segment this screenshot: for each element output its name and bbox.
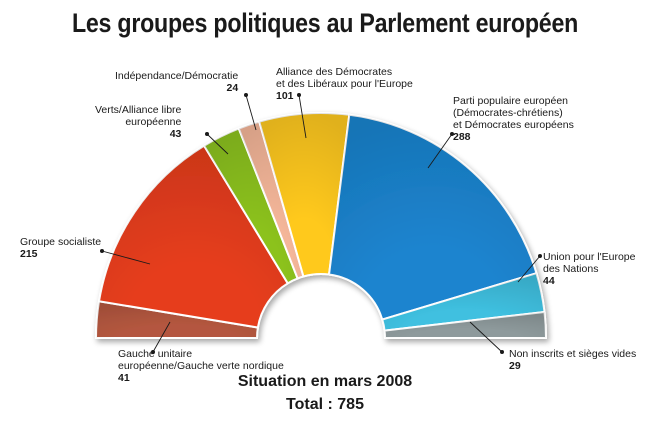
- slice-label-line: Groupe socialiste: [20, 236, 102, 248]
- leader-dot-3: [244, 93, 248, 97]
- leader-line-5: [427, 133, 453, 169]
- slice-shade-0: [96, 301, 258, 338]
- slice-label-line: (Démocrates-chrétiens): [453, 107, 563, 119]
- slice-shade-4: [259, 112, 350, 277]
- situation-text: Situation en mars 2008: [237, 373, 413, 390]
- slice-label-line: Non inscrits et sièges vides: [509, 348, 637, 360]
- slice-label-line: Verts/Alliance libre: [95, 104, 182, 116]
- slice-label-line: européenne/Gauche verte nordique: [118, 360, 284, 372]
- slice-value: 24: [226, 82, 239, 94]
- slice-label-line: Union pour l'Europe: [543, 251, 636, 263]
- slice-label-line: Indépendance/Démocratie: [115, 70, 239, 82]
- total-text: Total : 785: [286, 396, 364, 413]
- slice-value: 288: [453, 131, 471, 143]
- leader-dot-6: [538, 254, 542, 258]
- leader-dot-4: [297, 93, 301, 97]
- leader-line-2: [206, 133, 229, 155]
- slice-value: 101: [276, 90, 294, 102]
- slice-label-3: Indépendance/Démocratie 24: [115, 70, 238, 94]
- leader-dot-2: [205, 132, 209, 136]
- slice-shade-3: [238, 121, 304, 279]
- slice-label-line: Parti populaire européen: [453, 95, 568, 107]
- leader-dot-0: [151, 350, 155, 354]
- chart-title: Les groupes politiques au Parlement euro…: [71, 8, 579, 38]
- slice-label-line: et Démocrates européens: [453, 119, 574, 131]
- leader-dot-5: [450, 132, 454, 136]
- slice-shade-5: [329, 114, 537, 320]
- slice-label-line: Gauche unitaire: [118, 348, 193, 360]
- leader-line-6: [517, 255, 541, 283]
- slice-value: 215: [20, 248, 38, 260]
- leader-line-7: [469, 321, 503, 353]
- leader-line-3: [245, 94, 257, 131]
- slice-value: 44: [543, 275, 555, 287]
- leader-line-1: [101, 250, 151, 265]
- slice-label-0: Gauche unitaire européenne/Gauche verte n…: [118, 348, 284, 384]
- slice-label-line: et des Libéraux pour l'Europe: [276, 78, 413, 90]
- slice-label-1: Groupe socialiste 215: [20, 236, 101, 260]
- slice-value: 41: [118, 372, 130, 384]
- slice-shade-2: [204, 128, 298, 284]
- slice-label-line: des Nations: [543, 263, 599, 275]
- leader-line-0: [152, 321, 171, 353]
- leader-lines-group: [100, 93, 542, 354]
- slice-label-6: Union pour l'Europe des Nations 44: [543, 251, 635, 287]
- slice-shade-1: [99, 145, 288, 328]
- slice-label-line: Alliance des Démocrates: [276, 66, 393, 78]
- slice-label-7: Non inscrits et sièges vides 29: [509, 348, 636, 372]
- slice-shade-7: [384, 311, 546, 338]
- slice-label-2: Verts/Alliance libre européenne 43: [95, 104, 181, 140]
- slices-group: [94, 112, 548, 339]
- leader-dot-1: [100, 249, 104, 253]
- slice-label-5: Parti populaire européen (Démocrates-chré…: [453, 95, 574, 143]
- slice-label-4: Alliance des Démocrates et des Libéraux p…: [276, 66, 413, 102]
- slice-label-line: européenne: [125, 116, 182, 128]
- slice-value: 43: [169, 128, 182, 140]
- leader-dot-7: [500, 350, 504, 354]
- leader-line-4: [298, 94, 307, 139]
- slice-value: 29: [509, 360, 521, 372]
